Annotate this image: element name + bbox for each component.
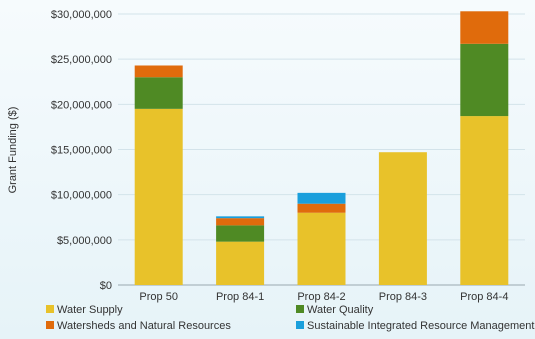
legend-swatch [46, 305, 54, 313]
bar-segment [216, 218, 265, 226]
y-axis: $0 $5,000,000 $10,000,000 $15,000,000 $20,00… [51, 9, 112, 292]
bar-segment [460, 116, 509, 286]
bar-segment [216, 216, 265, 219]
legend: Water Supply Water Quality Watersheds and … [46, 304, 534, 332]
bar-segment [134, 65, 183, 78]
x-tick-label: Prop 84-1 [216, 291, 264, 303]
legend-label: Water Supply [57, 304, 123, 316]
bar-segment [378, 152, 427, 285]
legend-swatch [296, 321, 304, 329]
bar-segment [134, 77, 183, 109]
y-tick-label: $10,000,000 [51, 190, 112, 202]
y-tick-label: $15,000,000 [51, 145, 112, 157]
bars [134, 11, 509, 286]
legend-label: Water Quality [307, 304, 374, 316]
y-tick-label: $20,000,000 [51, 99, 112, 111]
bar-segment [460, 43, 509, 117]
x-tick-label: Prop 84-3 [379, 291, 427, 303]
legend-label: Watersheds and Natural Resources [57, 320, 231, 332]
y-tick-label: $5,000,000 [57, 235, 112, 247]
legend-swatch [46, 321, 54, 329]
x-tick-label: Prop 50 [139, 291, 178, 303]
y-tick-label: $25,000,000 [51, 54, 112, 66]
x-tick-label: Prop 84-2 [297, 291, 345, 303]
y-tick-label: $30,000,000 [51, 9, 112, 21]
legend-swatch [296, 305, 304, 313]
x-tick-label: Prop 84-4 [460, 291, 508, 303]
legend-label: Sustainable Integrated Resource Manageme… [307, 320, 534, 332]
y-tick-label: $0 [100, 280, 112, 292]
bar-segment [297, 192, 346, 204]
bar-segment [297, 203, 346, 213]
bar-segment [460, 11, 509, 44]
bar-segment [216, 225, 265, 242]
bar-segment [297, 212, 346, 285]
bar-segment [134, 108, 183, 285]
y-axis-title: Grant Funding ($) [7, 107, 19, 194]
bar-segment [216, 241, 265, 285]
x-axis: Prop 50 Prop 84-1 Prop 84-2 Prop 84-3 Prop 8… [139, 291, 508, 303]
